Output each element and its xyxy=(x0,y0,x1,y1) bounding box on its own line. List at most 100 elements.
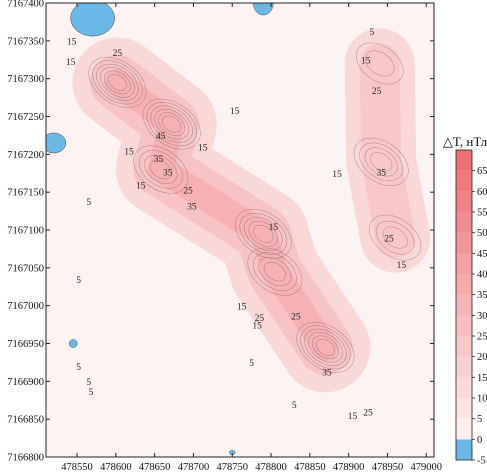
colorbar-swatch xyxy=(456,170,472,192)
contour-label: 5 xyxy=(292,401,297,411)
contour-label: 25 xyxy=(113,49,123,59)
contour-label: 5 xyxy=(86,378,91,388)
x-tick-label: 478750 xyxy=(216,462,248,473)
colorbar-label: 20 xyxy=(477,352,487,363)
colorbar-swatch xyxy=(456,212,472,233)
colorbar-swatch xyxy=(456,356,472,378)
contour-line xyxy=(253,224,274,243)
colorbar-swatch xyxy=(456,336,472,357)
y-tick-label: 7167400 xyxy=(7,0,44,10)
contour-label: 35 xyxy=(163,169,173,179)
contour-label: 5 xyxy=(89,388,94,398)
contour-label: 25 xyxy=(291,312,301,322)
ridge-inner xyxy=(104,69,339,361)
y-tick-label: 7167000 xyxy=(7,301,44,312)
contour-label: 5 xyxy=(76,363,81,373)
contour-label: 15 xyxy=(269,223,279,233)
contour-line xyxy=(300,325,351,370)
contour-label: 25 xyxy=(183,187,193,197)
y-tick-label: 7166900 xyxy=(7,377,44,388)
contour-line xyxy=(107,73,127,91)
contour-label: 15 xyxy=(66,58,76,68)
contour-label: 25 xyxy=(255,314,265,324)
contour-label: 35 xyxy=(376,169,386,179)
contour-line xyxy=(258,257,292,287)
contour-line xyxy=(158,112,186,136)
y-tick-label: 7167350 xyxy=(7,36,44,47)
contour-label: 5 xyxy=(76,276,81,286)
colorbar-swatch xyxy=(456,150,472,171)
y-tick-label: 7166800 xyxy=(7,453,44,464)
contour-line xyxy=(248,220,279,247)
colorbar-label: 65 xyxy=(477,166,487,177)
contour-line xyxy=(142,98,201,150)
contour-line xyxy=(103,70,131,95)
x-tick-label: 478900 xyxy=(333,462,365,473)
colorbar-swatch xyxy=(456,274,472,295)
colorbar-label: 10 xyxy=(477,394,487,405)
colorbar-swatch xyxy=(456,315,472,336)
contour-label: 15 xyxy=(67,38,77,48)
contour-line xyxy=(369,214,422,261)
contour-label: 15 xyxy=(397,261,407,271)
y-tick-label: 7167200 xyxy=(7,150,44,161)
contour-line xyxy=(235,208,292,259)
y-tick-label: 7167050 xyxy=(7,263,44,274)
contour-line xyxy=(263,261,286,282)
colorbar-label: 0 xyxy=(477,435,482,446)
contour-line xyxy=(382,226,408,249)
colorbar-swatch xyxy=(456,377,472,398)
contour-line xyxy=(149,159,172,180)
negative-area xyxy=(70,3,115,37)
contour-label: 15 xyxy=(136,181,146,191)
colorbar-swatch xyxy=(456,294,472,316)
contour-line xyxy=(308,332,343,363)
colorbar-swatch xyxy=(456,439,472,460)
contour-line xyxy=(311,335,339,360)
y-tick-label: 7167300 xyxy=(7,74,44,85)
x-axis: 478550 478600 478650 478700 478750 478800 4788… xyxy=(61,3,442,473)
contour-line xyxy=(252,252,297,291)
contour-label: 15 xyxy=(361,57,371,67)
colorbar-label: -5 xyxy=(477,456,486,467)
contour-label: 15 xyxy=(348,412,358,422)
contour-label: 5 xyxy=(86,198,91,208)
contour-label: 15 xyxy=(332,170,342,180)
contour-line xyxy=(355,42,404,85)
colorbar-label: 50 xyxy=(477,228,487,239)
contour-label: 35 xyxy=(154,155,164,165)
x-tick-label: 478650 xyxy=(139,462,171,473)
contour-line xyxy=(154,108,190,140)
colorbar-swatch xyxy=(456,191,472,212)
contour-line xyxy=(100,67,135,98)
contour-label: 15 xyxy=(230,107,240,117)
contour-line xyxy=(359,142,404,182)
colorbar-label: 60 xyxy=(477,187,487,198)
contour-line xyxy=(370,152,393,172)
colorbar-label: 30 xyxy=(477,311,487,322)
y-tick-label: 7166850 xyxy=(7,415,44,426)
contour-label: 5 xyxy=(249,359,254,369)
negative-area xyxy=(68,339,78,348)
negative-area xyxy=(253,3,274,16)
contour-line xyxy=(364,147,398,177)
colorbar-label: 45 xyxy=(477,249,487,260)
x-tick-label: 478950 xyxy=(372,462,404,473)
contour-line xyxy=(353,137,409,186)
contour-line xyxy=(244,216,283,251)
contour-label: 45 xyxy=(156,132,166,142)
colorbar: -5 0 5 10 15 20 25 30 35 40 45 50 55 60 65 △T, нТл xyxy=(443,134,487,467)
contour-line xyxy=(315,338,335,356)
anomaly-peaks xyxy=(88,42,422,373)
colorbar-swatch xyxy=(456,253,472,274)
contour-line xyxy=(133,145,189,194)
colorbar-swatch xyxy=(456,398,472,419)
contour-line xyxy=(144,154,178,185)
x-tick-label: 478550 xyxy=(61,462,93,473)
negative-area xyxy=(46,132,67,154)
contour-label: 25 xyxy=(363,408,373,418)
contour-line xyxy=(88,57,147,108)
contour-line xyxy=(162,115,182,133)
